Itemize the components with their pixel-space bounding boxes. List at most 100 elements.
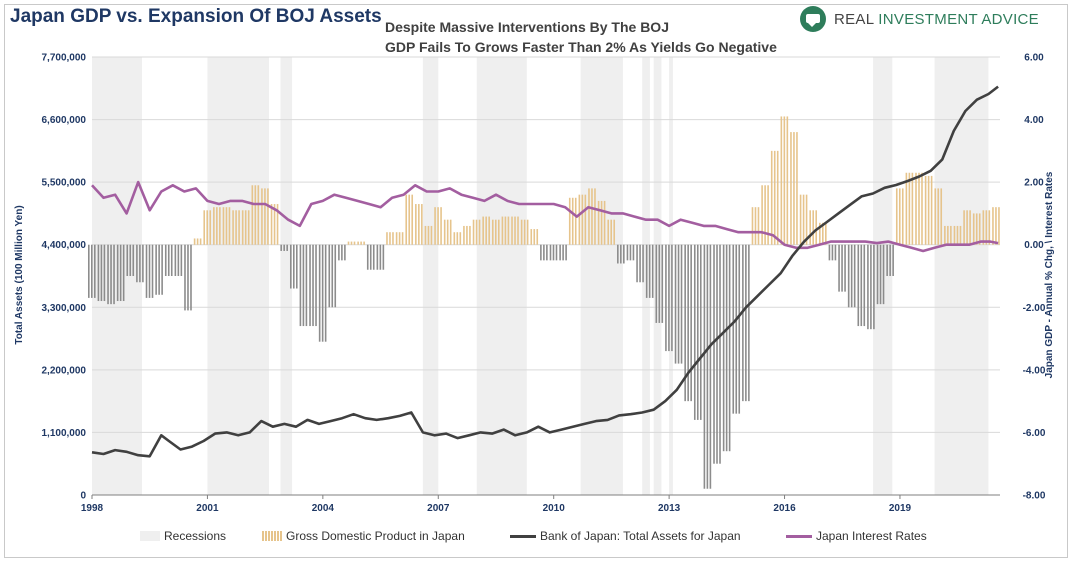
gdp-bar-stroke (139, 244, 141, 283)
gdp-bar-stroke (693, 244, 696, 420)
gdp-bar-stroke (434, 207, 436, 245)
gdp-bar (857, 244, 866, 327)
gdp-bar-stroke (530, 229, 533, 245)
gdp-bar-stroke (921, 172, 923, 245)
gdp-bar-stroke (562, 244, 564, 261)
y2-tick-label: 4.00 (1024, 115, 1044, 126)
gdp-bar-stroke (382, 244, 385, 270)
gdp-bar (972, 213, 981, 245)
x-tick-label: 2019 (889, 503, 912, 514)
gdp-bar (607, 219, 616, 245)
y-tick-label: 1,100,000 (42, 428, 87, 439)
gdp-bar-stroke (565, 244, 567, 261)
gdp-bar (434, 207, 442, 245)
brand-name-b: INVESTMENT ADVICE (878, 10, 1039, 28)
gdp-bar-stroke (418, 204, 420, 245)
gdp-bar (366, 244, 375, 270)
gdp-bar (97, 244, 106, 302)
gdp-bar-stroke (235, 210, 237, 245)
legend-item-rate: Japan Interest Rates (786, 526, 927, 546)
gdp-bar (338, 244, 346, 261)
gdp-bar (203, 210, 212, 245)
gdp-bar (770, 150, 779, 245)
gdp-bar-stroke (853, 244, 856, 308)
gdp-bar (684, 244, 692, 402)
brand-name-a: REAL (834, 10, 879, 28)
gdp-bar-stroke (167, 244, 170, 276)
recession-band (280, 57, 293, 495)
gdp-bar-stroke (158, 244, 160, 295)
x-tick-label: 2016 (773, 503, 796, 514)
gdp-bar-stroke (411, 194, 414, 245)
gdp-bar (126, 244, 135, 276)
gdp-bar-stroke (244, 210, 247, 245)
gdp-bar-stroke (661, 244, 664, 323)
legend-label-rate: Japan Interest Rates (816, 529, 927, 543)
gdp-bar-stroke (825, 222, 827, 245)
gdp-bar-stroke (934, 188, 937, 245)
gdp-bar-stroke (677, 244, 680, 364)
boj-assets-line (91, 85, 999, 458)
gdp-bar-stroke (440, 207, 442, 245)
gdp-bar-stroke (639, 244, 641, 283)
gdp-bar-stroke (360, 241, 362, 245)
gdp-bar-stroke (148, 244, 151, 298)
gdp-bar-stroke (466, 225, 468, 245)
gdp-bar-stroke (526, 219, 529, 245)
y2-tick-label: -8.00 (1023, 491, 1046, 502)
gdp-bar-stroke (494, 219, 497, 245)
gdp-bar-stroke (998, 207, 1000, 245)
gdp-bar-stroke (748, 244, 750, 402)
gdp-bar-stroke (292, 244, 295, 289)
gdp-bar-stroke (908, 172, 911, 245)
gdp-bar-stroke (761, 185, 763, 245)
gdp-bar-stroke (728, 244, 731, 452)
gdp-bar-stroke (514, 216, 516, 245)
gdp-bar-stroke (674, 244, 677, 364)
gdp-bar (395, 232, 404, 245)
gdp-bar-stroke (793, 132, 795, 245)
gdp-bar (184, 244, 192, 311)
y-tick-label: 0 (80, 491, 86, 502)
gdp-bar-stroke (376, 244, 379, 270)
gdp-bar-stroke (119, 244, 122, 302)
gdp-bar-stroke (620, 244, 622, 264)
legend-item-recessions: Recessions (140, 526, 226, 546)
gdp-bar-stroke (632, 244, 635, 261)
gdp-bar-stroke (264, 188, 266, 245)
y2-axis-label: Japan GDP - Annual % Chg, \ Interest Rat… (1044, 171, 1055, 378)
gdp-bar-stroke (927, 175, 930, 245)
gdp-bar-stroke (594, 188, 596, 245)
gdp-bar-stroke (571, 197, 574, 245)
gdp-bar (318, 244, 327, 342)
gdp-bar-stroke (251, 185, 254, 245)
gdp-bar-stroke (812, 210, 814, 245)
gdp-bar (568, 197, 577, 245)
gdp-bar-stroke (770, 150, 773, 245)
gdp-bar-stroke (607, 219, 610, 245)
gdp-bar (136, 244, 144, 283)
gdp-bar-stroke (408, 194, 411, 245)
gdp-bar-stroke (690, 244, 692, 402)
y-axis-label: Total Assets (100 Million Yen) (14, 205, 25, 344)
gdp-bar-stroke (437, 207, 439, 245)
gdp-bar-stroke (190, 244, 192, 311)
gdp-bar-stroke (822, 222, 824, 245)
gdp-bar-stroke (213, 207, 215, 245)
gdp-bar (549, 244, 558, 261)
gdp-bar-stroke (901, 188, 904, 245)
gdp-bar (867, 244, 875, 330)
gdp-bar-stroke (972, 213, 975, 245)
gdp-bar-stroke (555, 244, 558, 261)
gdp-bar-stroke (773, 150, 776, 245)
gdp-bar-stroke (597, 200, 600, 245)
gdp-bar-stroke (110, 244, 112, 305)
y2-tick-label: 0.00 (1024, 240, 1044, 251)
gdp-bar (299, 244, 308, 327)
gdp-bar-stroke (199, 238, 202, 245)
gdp-bar-stroke (177, 244, 180, 276)
gdp-bar-stroke (398, 232, 401, 245)
y-tick-label: 4,400,000 (42, 240, 87, 251)
gdp-bar-stroke (645, 244, 648, 298)
gdp-bar (453, 232, 462, 245)
